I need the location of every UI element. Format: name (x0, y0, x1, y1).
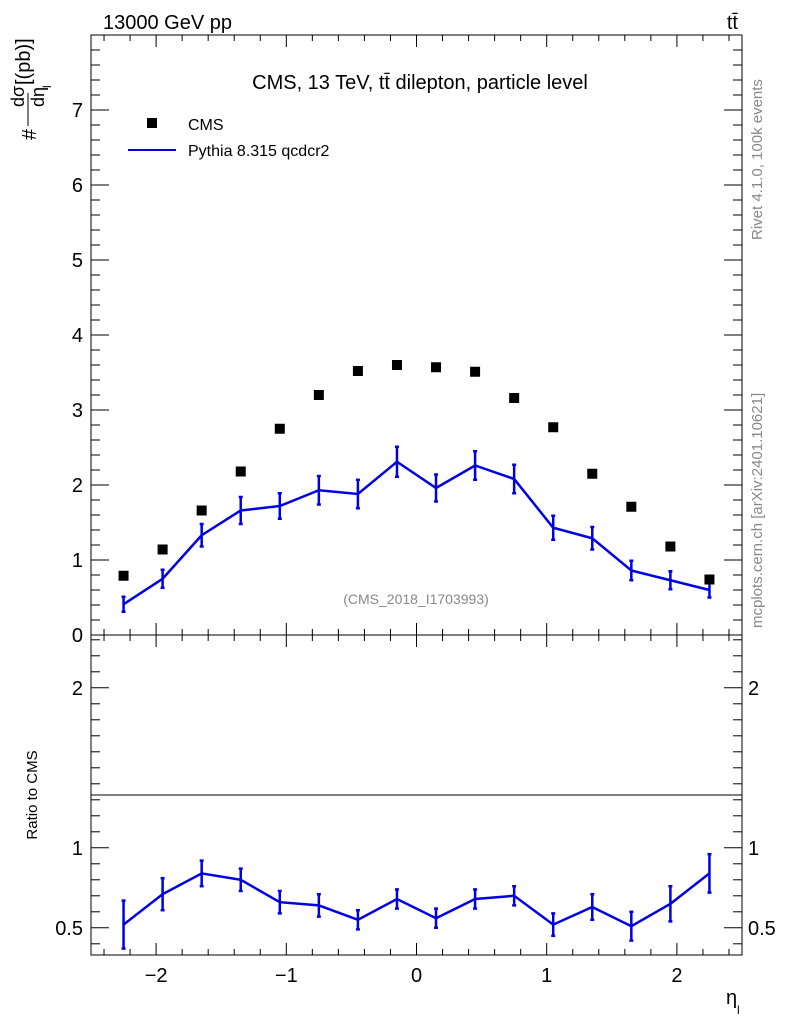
cms-data-point (509, 393, 520, 403)
cms-data-point (274, 423, 285, 434)
ratio-plot-panel: −2 −1 0 1 2 0.5 0.5 1 1 2 2 Ratio to CMS η l (24, 634, 776, 1017)
main-plot-panel: 0 1 2 3 4 5 6 7 CMS, 13 TeV, tt̄ dilepton, part… (8, 34, 743, 647)
y-tick-label: 0 (72, 625, 83, 647)
cms-data-point (157, 544, 168, 555)
cms-data-point (118, 570, 129, 581)
main-series-layer (118, 360, 715, 613)
x-label-subscript: l (737, 1003, 740, 1017)
y-tick-label: 4 (72, 325, 83, 347)
chart-title: CMS, 13 TeV, tt̄ dilepton, particle leve… (252, 72, 588, 94)
ratio-y-tick-label-right: 2 (748, 678, 759, 700)
ratio-series-layer (121, 852, 712, 950)
legend: CMS Pythia 8.315 qcdcr2 (128, 117, 330, 160)
x-tick-label: 0 (411, 965, 422, 987)
ratio-x-ticks: −2 −1 0 1 2 (103, 635, 730, 987)
analysis-watermark: (CMS_2018_I1703993) (343, 591, 489, 607)
ratio-y-tick-label-left: 2 (72, 678, 83, 700)
x-tick-label: −2 (145, 965, 168, 987)
cms-data-point (235, 466, 246, 477)
main-x-ticks (103, 35, 730, 635)
y-tick-label: 7 (72, 100, 83, 122)
y-label-unit: [(pb)] (13, 38, 35, 85)
y-tick-label: 2 (72, 475, 83, 497)
ratio-y-tick-label-right: 0.5 (748, 918, 776, 940)
legend-cms-marker (147, 118, 157, 128)
x-label-eta: η (726, 987, 737, 1009)
ratio-y-tick-label-left: 1 (72, 838, 83, 860)
x-tick-label: 1 (541, 965, 552, 987)
y-tick-label: 6 (72, 175, 83, 197)
ratio-y-axis-label: Ratio to CMS (24, 750, 41, 839)
ratio-line (122, 872, 711, 928)
cms-data-point (431, 362, 442, 373)
source-label: mcplots.cern.ch [arXiv:2401.10621] (749, 393, 766, 628)
ratio-y-ticks: 0.5 0.5 1 1 2 2 (55, 639, 776, 945)
cms-data-point (665, 541, 676, 552)
y-label-subscript: l (40, 85, 54, 88)
main-y-ticks: 0 1 2 3 4 5 6 7 (72, 34, 742, 647)
y-label-denominator: dη (28, 87, 48, 107)
cms-data-point (352, 366, 363, 376)
cms-data-point (470, 366, 481, 377)
main-y-axis-label: # dσ dη l [(pb)] (8, 38, 54, 140)
x-tick-label: 2 (671, 965, 682, 987)
cms-data-point (704, 574, 715, 585)
y-label-numerator: dσ (8, 86, 28, 107)
ratio-y-tick-label-left: 0.5 (55, 918, 83, 940)
legend-pythia-label: Pythia 8.315 qcdcr2 (188, 143, 330, 160)
x-tick-label: −1 (275, 965, 298, 987)
cms-data-point (196, 505, 207, 516)
rivet-label: Rivet 4.1.0, 100k events (749, 79, 766, 240)
x-axis-label: η l (726, 987, 740, 1017)
y-tick-label: 5 (72, 250, 83, 272)
cms-data-point (626, 501, 637, 512)
cms-data-point (548, 422, 559, 433)
y-tick-label: 1 (72, 550, 83, 572)
y-tick-label: 3 (72, 400, 83, 422)
process-label: 13000 GeV pp (103, 12, 232, 34)
cms-data-point (587, 468, 598, 479)
cms-data-point (313, 390, 324, 400)
cms-data-point (391, 360, 402, 370)
ratio-y-tick-label-right: 1 (748, 838, 759, 860)
y-label-hash: # (19, 128, 41, 140)
final-state-label: tt̄ (727, 12, 739, 34)
pythia-line (122, 460, 710, 606)
legend-cms-label: CMS (188, 117, 224, 134)
